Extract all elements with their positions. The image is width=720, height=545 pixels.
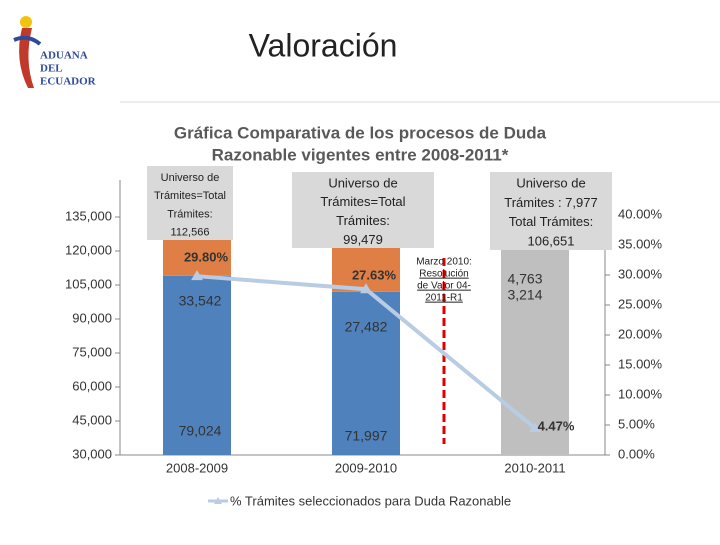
y-tick-label: 60,000 [72, 378, 112, 393]
data-label: 33,542 [179, 293, 222, 309]
data-label: 4,763 [507, 271, 542, 287]
annotation-text: Universo de [328, 175, 397, 190]
y2-tick-label: 35.00% [618, 236, 663, 251]
data-label: 27,482 [345, 319, 388, 335]
y2-tick-label: 10.00% [618, 386, 663, 401]
line-label: 29.80% [184, 249, 229, 264]
line-marker [529, 422, 541, 433]
annotation-text: 99,479 [343, 232, 383, 247]
slide-title: Valoración [249, 27, 398, 63]
y2-tick-label: 0.00% [618, 446, 655, 461]
x-tick-label: 2010-2011 [504, 460, 565, 475]
x-tick-label: 2008-2009 [166, 460, 228, 475]
annotation-text: 106,651 [528, 234, 575, 249]
data-label: 79,024 [179, 423, 222, 439]
y2-tick-label: 30.00% [618, 266, 663, 281]
annotation-text: 112,566 [171, 226, 210, 238]
chart-title: Gráfica Comparativa de los procesos de D… [174, 123, 547, 142]
annotation-text: Trámites: [336, 213, 390, 228]
logo-text: ADUANA [40, 50, 88, 62]
data-label: 3,214 [507, 287, 542, 303]
logo-text: ECUADOR [40, 76, 97, 88]
annotation-text: Trámites=Total [154, 190, 226, 202]
y2-tick-label: 15.00% [618, 356, 663, 371]
logo-wave [13, 35, 42, 46]
y2-tick-label: 25.00% [618, 296, 663, 311]
chart-title: Razonable vigentes entre 2008-2011* [212, 145, 509, 164]
annotation-text: Total Trámites: [509, 214, 594, 229]
y-tick-label: 120,000 [65, 242, 112, 257]
annotation-text: Universo de [161, 172, 220, 184]
y-tick-label: 105,000 [65, 276, 112, 291]
annotation-box [292, 172, 434, 248]
annotation-text: Trámites=Total [320, 194, 405, 209]
logo-text: DEL [40, 63, 63, 75]
y-tick-label: 75,000 [72, 344, 112, 359]
y2-tick-label: 20.00% [618, 326, 663, 341]
line-marker [191, 270, 203, 281]
y-tick-label: 30,000 [72, 446, 112, 461]
y2-tick-label: 40.00% [618, 206, 663, 221]
event-label: Resolución [419, 269, 468, 280]
line-marker [360, 283, 372, 294]
bar-segment [332, 291, 400, 455]
y-tick-label: 90,000 [72, 310, 112, 325]
annotation-text: Trámites : 7,977 [504, 195, 597, 210]
bar-segment [163, 275, 231, 455]
data-label: 71,997 [345, 428, 388, 444]
event-label: 2011-R1 [425, 293, 463, 304]
line-label: 27.63% [352, 267, 397, 282]
logo-mark [19, 28, 34, 88]
line-label: 4.47% [538, 418, 575, 433]
legend-marker [214, 497, 222, 504]
annotation-box [147, 166, 233, 240]
y-tick-label: 45,000 [72, 412, 112, 427]
y-tick-label: 135,000 [65, 208, 112, 223]
y2-tick-label: 5.00% [618, 416, 655, 431]
annotation-text: Universo de [516, 175, 585, 190]
event-label: de Valor 04- [417, 281, 471, 292]
bar-segment [501, 231, 569, 455]
logo-sun [20, 16, 32, 28]
x-tick-label: 2009-2010 [335, 460, 397, 475]
event-label: Marzo 2010: [416, 257, 472, 268]
annotation-text: Trámites: [167, 208, 212, 220]
legend-label: % Trámites seleccionados para Duda Razon… [230, 493, 511, 508]
annotation-box [490, 172, 612, 250]
